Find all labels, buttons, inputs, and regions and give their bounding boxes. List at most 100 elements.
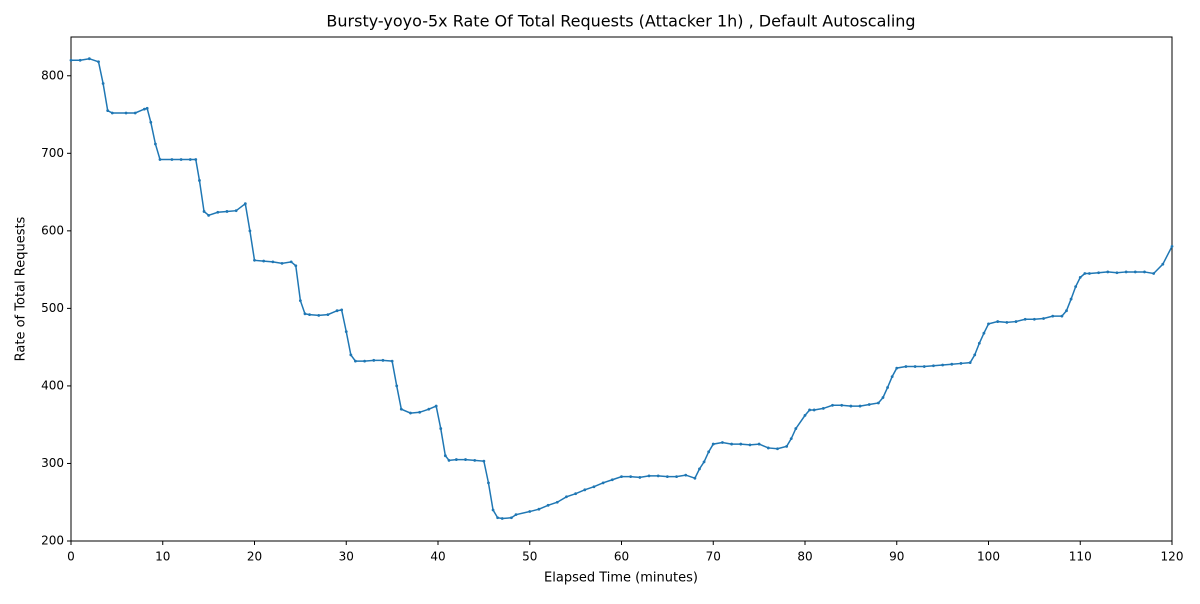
- y-tick-label: 300: [41, 456, 64, 470]
- data-point: [170, 158, 174, 161]
- data-point: [950, 362, 954, 366]
- x-tick-label: 20: [247, 550, 262, 564]
- data-point: [317, 313, 321, 317]
- data-point: [922, 365, 926, 368]
- y-tick-label: 500: [41, 301, 64, 315]
- data-point: [776, 447, 779, 451]
- data-point: [294, 264, 298, 268]
- data-point: [179, 158, 183, 161]
- data-point: [354, 359, 357, 363]
- data-point: [198, 179, 201, 182]
- data-point: [849, 404, 853, 408]
- data-point: [766, 446, 770, 450]
- data-point: [904, 365, 908, 368]
- data-point: [308, 313, 311, 316]
- data-point: [941, 363, 945, 367]
- data-point: [1032, 317, 1036, 321]
- data-point: [565, 495, 568, 499]
- data-point: [418, 410, 422, 414]
- data-point: [1065, 309, 1068, 313]
- data-point: [693, 476, 697, 480]
- x-tick-label: 120: [1161, 550, 1184, 564]
- data-point: [303, 312, 307, 316]
- data-point: [143, 107, 146, 111]
- data-point: [574, 492, 578, 496]
- data-point: [158, 158, 162, 161]
- data-point: [326, 313, 330, 316]
- x-tick-label: 80: [797, 550, 812, 564]
- data-point: [629, 475, 633, 479]
- data-point: [890, 375, 894, 379]
- data-point: [454, 458, 458, 461]
- data-point: [1023, 317, 1027, 321]
- data-point: [443, 454, 447, 458]
- data-point: [500, 517, 504, 520]
- data-point: [555, 500, 559, 504]
- data-point: [349, 353, 353, 357]
- x-tick-label: 90: [889, 550, 904, 564]
- data-point: [913, 365, 917, 368]
- data-point: [464, 458, 467, 461]
- data-point: [234, 209, 238, 213]
- data-point: [1060, 314, 1064, 318]
- data-point: [583, 488, 587, 492]
- data-point: [592, 485, 596, 489]
- x-tick-label: 0: [67, 550, 75, 564]
- data-point: [620, 475, 623, 479]
- data-point: [106, 109, 110, 113]
- x-tick-label: 10: [155, 550, 170, 564]
- data-point: [427, 407, 431, 411]
- y-tick-label: 700: [41, 146, 64, 160]
- data-point: [748, 443, 752, 447]
- data-point: [877, 401, 880, 405]
- data-point: [145, 106, 149, 110]
- data-point: [363, 359, 366, 363]
- data-point: [248, 229, 252, 233]
- data-point: [133, 111, 137, 115]
- data-point: [610, 478, 614, 482]
- data-point: [638, 476, 642, 479]
- data-point: [97, 60, 100, 64]
- data-point: [982, 331, 986, 335]
- data-point: [996, 320, 1000, 323]
- chart-title: Bursty-yoyo-5x Rate Of Total Requests (A…: [326, 12, 915, 31]
- data-point: [372, 358, 376, 362]
- data-point: [514, 513, 518, 517]
- data-point: [510, 516, 513, 520]
- x-tick-label: 40: [430, 550, 445, 564]
- data-point: [1051, 314, 1055, 318]
- x-tick-label: 100: [977, 550, 1000, 564]
- data-point: [194, 158, 198, 161]
- data-point: [1133, 270, 1137, 274]
- y-axis-label: Rate of Total Requests: [14, 216, 29, 361]
- data-point: [840, 403, 844, 407]
- data-point: [1088, 272, 1091, 275]
- data-point: [977, 341, 981, 345]
- x-tick-label: 50: [522, 550, 537, 564]
- y-tick-label: 400: [41, 378, 64, 392]
- data-point: [647, 474, 651, 478]
- data-point: [381, 358, 385, 362]
- x-axis-label: Elapsed Time (minutes): [544, 571, 698, 586]
- data-point: [665, 475, 669, 479]
- x-tick-label: 70: [706, 550, 721, 564]
- data-point: [1106, 270, 1110, 274]
- data-point: [216, 210, 220, 214]
- data-point: [675, 475, 678, 479]
- data-point: [968, 361, 972, 365]
- data-point: [707, 450, 711, 454]
- data-point: [87, 57, 91, 61]
- data-point: [447, 458, 451, 462]
- data-point: [225, 210, 229, 213]
- data-point: [987, 322, 990, 326]
- data-point: [1005, 320, 1009, 324]
- data-point: [344, 330, 348, 334]
- data-point: [390, 359, 394, 363]
- data-point: [439, 427, 443, 430]
- data-point: [812, 408, 816, 412]
- data-point: [491, 508, 495, 512]
- data-point: [188, 158, 192, 161]
- data-point: [702, 460, 706, 464]
- data-point: [253, 258, 256, 262]
